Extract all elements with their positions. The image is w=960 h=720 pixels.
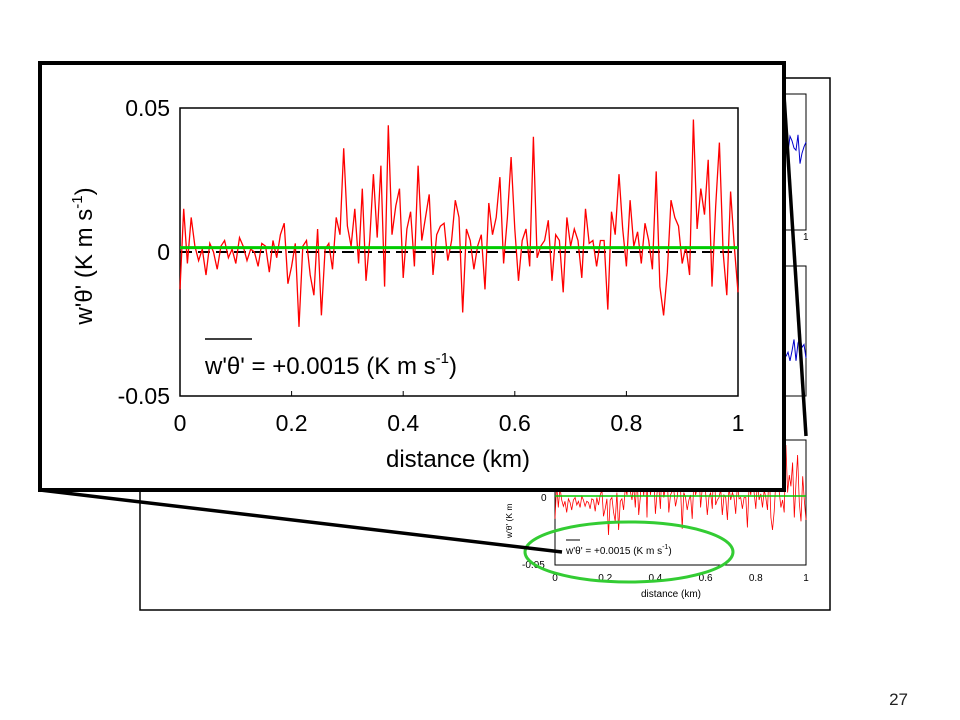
highlight-ellipse	[523, 520, 735, 584]
x-tick-label: 0.2	[276, 410, 308, 436]
background-x-tick-label: 0.8	[749, 573, 763, 584]
background-x-tick-label: 1	[803, 573, 809, 584]
y-axis-label: w'θ' (K m s-1)	[69, 187, 98, 325]
y-tick-label: 0	[157, 239, 170, 265]
x-tick-label: 1	[732, 410, 745, 436]
background-mean-annotation: w'θ' = +0.0015 (K m s-1)	[565, 544, 672, 557]
red-series-line	[179, 119, 739, 327]
y-tick-label: 0.05	[125, 95, 170, 121]
background-x-tick-label: 0.4	[648, 573, 662, 584]
x-tick-label: 0.8	[610, 410, 642, 436]
background-xlabel: distance (km)	[641, 589, 701, 600]
callout-line-lower	[39, 488, 563, 554]
y-tick-label: -0.05	[118, 383, 170, 409]
x-tick-label: 0	[174, 410, 187, 436]
background-x-tick-label: 0.2	[598, 573, 612, 584]
background-blue-trace-1	[785, 134, 807, 164]
background-top-panel-tick: 1	[803, 232, 809, 243]
background-ytick-0: 0	[541, 493, 547, 504]
x-axis-label: distance (km)	[386, 446, 530, 473]
x-tick-label: 0.6	[499, 410, 531, 436]
background-blue-trace-2	[785, 335, 807, 362]
x-tick-label: 0.4	[387, 410, 419, 436]
page-number: 27	[889, 690, 908, 709]
background-x-tick-label: 0.6	[699, 573, 713, 584]
mean-annotation: w'θ' = +0.0015 (K m s-1)	[204, 350, 457, 380]
background-ylabel: w'θ' (K m	[504, 504, 514, 539]
zoomed-inset: 0.050-0.05 0 0.2 0.4 0.6 0.8 1 w'θ' (K m s-1)…	[38, 61, 786, 492]
background-x-tick-label: 0	[552, 573, 558, 584]
